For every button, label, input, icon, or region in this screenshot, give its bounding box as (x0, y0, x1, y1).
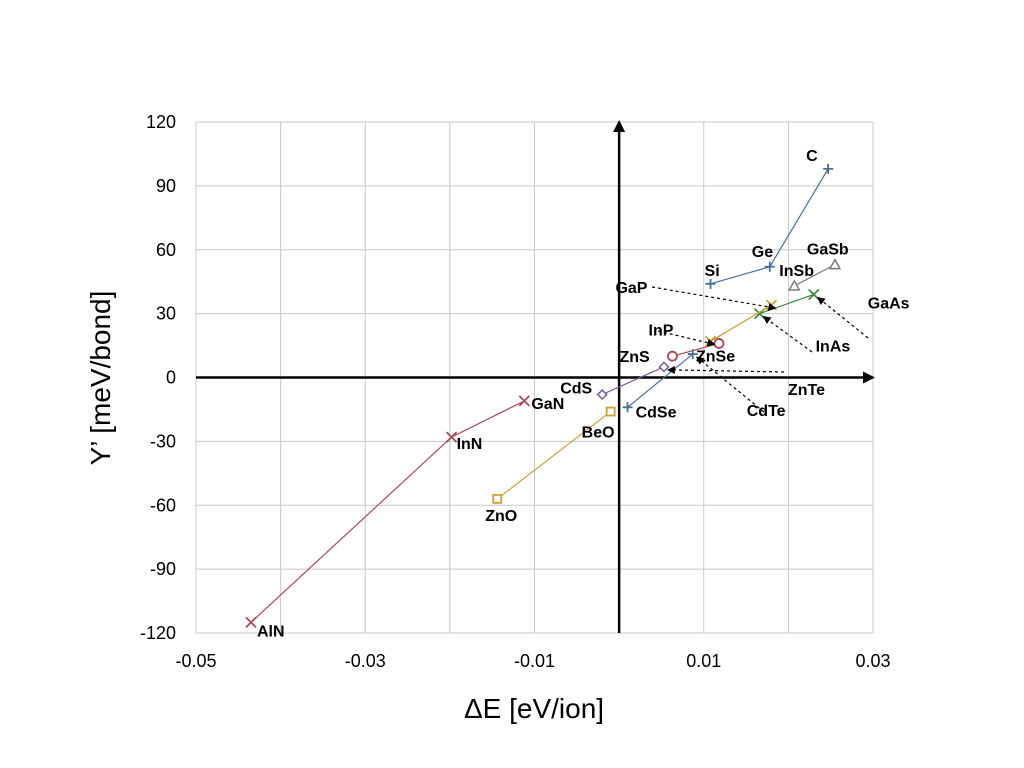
series-line (710, 304, 772, 342)
y-tick-label: -120 (140, 623, 176, 643)
point-label: InSb (779, 263, 814, 280)
annotation-arrow (666, 365, 785, 374)
point-label: ZnS (619, 349, 650, 366)
point-label: GaSb (807, 242, 849, 259)
point-label: CdS (560, 381, 592, 398)
annotation-arrow (657, 330, 716, 347)
data-point-marker (622, 402, 633, 413)
y-tick-label: -90 (150, 559, 176, 579)
data-point-marker (765, 299, 778, 311)
x-axis-title: ΔE [eV/ion] (464, 693, 604, 724)
axes (196, 120, 875, 633)
data-point-marker (605, 406, 616, 417)
point-label: ZnO (485, 508, 517, 525)
data-series-group (596, 361, 670, 401)
data-point-marker (596, 388, 608, 401)
y-tick-label: 30 (156, 304, 176, 324)
y-tick-label: 90 (156, 176, 176, 196)
data-point-marker (518, 395, 530, 407)
x-tick-label: 0.01 (686, 651, 721, 671)
point-label: Si (705, 263, 720, 280)
y-axis-title: Y’ [meV/bond] (85, 291, 116, 466)
point-label: CdSe (636, 404, 677, 421)
data-series-group (753, 288, 820, 320)
data-series (245, 163, 842, 628)
data-point-marker (713, 338, 725, 349)
y-tick-label: -30 (150, 431, 176, 451)
data-point-marker (687, 349, 698, 360)
point-label: GaAs (868, 295, 910, 312)
point-label: GaN (531, 396, 564, 413)
data-point-marker (828, 258, 842, 270)
point-label: Ge (752, 244, 773, 261)
data-point-marker (492, 493, 503, 504)
series-line (250, 400, 525, 623)
x-tick-label: -0.01 (514, 651, 555, 671)
tick-labels: -0.05 -0.03 -0.01 0.01 0.03 120 90 60 30 0 -30 -60 -… (140, 112, 891, 671)
point-label: InAs (816, 339, 851, 356)
annotation-arrow (695, 356, 765, 413)
point-label: GaP (615, 280, 647, 297)
data-series-group (245, 395, 530, 628)
x-tick-label: -0.05 (175, 651, 216, 671)
point-label: BeO (582, 425, 615, 442)
x-tick-label: -0.03 (345, 651, 386, 671)
annotation-arrow (762, 316, 813, 353)
data-point-marker (808, 288, 820, 301)
data-point-marker (823, 163, 834, 174)
data-point-marker (445, 431, 458, 443)
data-point-marker (705, 278, 716, 289)
data-point-marker (788, 279, 801, 291)
point-label: CdTe (747, 403, 786, 420)
annotation-arrows (651, 286, 869, 413)
y-tick-label: 0 (166, 368, 176, 388)
y-tick-label: 120 (146, 112, 176, 132)
point-labels: Si Ge C AlN InN GaN ZnO BeO InSb GaSb InAs GaAs InP G… (257, 148, 910, 641)
series-line (496, 411, 612, 500)
annotation-arrow (651, 286, 777, 311)
data-point-marker (764, 261, 775, 272)
data-series-group (788, 258, 842, 291)
data-series-group (492, 406, 616, 504)
data-point-marker (658, 361, 670, 373)
data-series-group (622, 349, 698, 413)
y-tick-label: -60 (150, 495, 176, 515)
annotation-arrow (816, 296, 869, 339)
point-label: ZnTe (788, 382, 825, 399)
series-line (601, 366, 665, 396)
point-label: ZnSe (696, 348, 735, 365)
series-line (794, 264, 836, 287)
point-label: C (806, 148, 818, 165)
point-label: InP (649, 322, 674, 339)
y-tick-label: 60 (156, 240, 176, 260)
point-label: InN (457, 436, 483, 453)
data-point-marker (245, 616, 257, 628)
series-line (627, 353, 694, 408)
series-line (759, 293, 814, 315)
data-series-group (705, 163, 834, 289)
point-label: AlN (257, 623, 285, 640)
data-point-marker (667, 350, 678, 362)
x-tick-label: 0.03 (855, 651, 890, 671)
